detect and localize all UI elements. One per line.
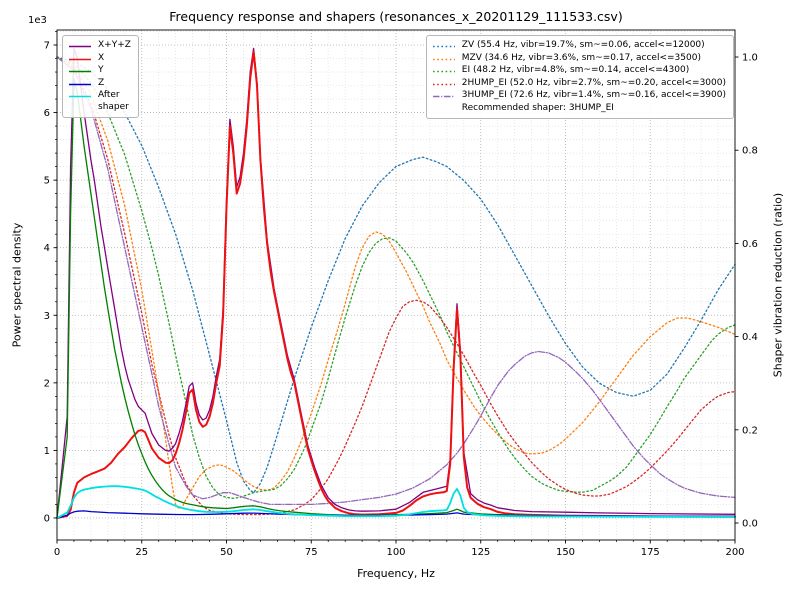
y-left-tick-label: 7 — [44, 41, 50, 52]
legend-label-ei: EI (48.2 Hz, vibr=4.8%, sm~=0.14, accel<… — [461, 65, 690, 76]
y-right-tick-label: 0.6 — [742, 239, 758, 250]
legend-psd: X+Y+Z X Y Z After shaper — [62, 35, 139, 119]
legend-label-recommended: Recommended shaper: 3HUMP_EI — [461, 102, 614, 113]
legend-entry-y: Y — [68, 65, 131, 77]
legend-line-sample-after-shaper — [69, 95, 91, 98]
legend-line-sample-3hump-ei — [432, 95, 455, 98]
legend-entry-3hump-ei: 3HUMP_EI (72.6 Hz, vibr=1.4%, sm~=0.16, … — [432, 90, 726, 102]
psd-line-after-shaper — [56, 485, 736, 519]
y-right-tick-label: 0.0 — [742, 518, 758, 529]
x-tick-label: 200 — [725, 547, 744, 558]
y-left-tick-label: 0 — [44, 513, 50, 524]
y-left-tick-label: 6 — [44, 108, 50, 119]
y-left-tick-label: 1 — [44, 446, 50, 457]
y-right-tick-label: 0.4 — [742, 332, 758, 343]
legend-line-sample-x — [69, 58, 91, 60]
y-right-tick-label: 1.0 — [742, 53, 758, 64]
legend-label-2hump-ei: 2HUMP_EI (52.0 Hz, vibr=2.7%, sm~=0.20, … — [461, 77, 726, 88]
x-tick-label: 75 — [305, 547, 318, 558]
shaper-line-ei — [56, 56, 736, 499]
shaper-line-3hump-ei — [56, 56, 736, 506]
legend-entry-z: Z — [68, 78, 131, 90]
x-axis-label: Frequency, Hz — [357, 567, 435, 580]
y-right-tick-label: 0.8 — [742, 146, 758, 157]
x-tick-label: 100 — [386, 547, 405, 558]
legend-label-xyz: X+Y+Z — [98, 40, 131, 50]
legend-entry-2hump-ei: 2HUMP_EI (52.0 Hz, vibr=2.7%, sm~=0.20, … — [432, 78, 726, 90]
legend-entry-x: X — [68, 53, 131, 65]
legend-line-sample-xyz — [69, 45, 91, 48]
y-left-tick-label: 2 — [44, 378, 50, 389]
legend-shapers: ZV (55.4 Hz, vibr=19.7%, sm~=0.06, accel… — [425, 35, 734, 120]
legend-entry-mzv: MZV (34.6 Hz, vibr=3.6%, sm~=0.17, accel… — [432, 53, 726, 65]
legend-line-sample-zv — [432, 45, 455, 48]
legend-label-after-shaper: After shaper — [98, 90, 129, 112]
legend-label-x: X — [98, 52, 105, 63]
x-tick-label: 175 — [641, 547, 660, 558]
y-right-tick-label: 0.2 — [742, 425, 758, 436]
psd-line-y — [56, 78, 736, 519]
legend-label-zv: ZV (55.4 Hz, vibr=19.7%, sm~=0.06, accel… — [461, 40, 705, 50]
legend-label-3hump-ei: 3HUMP_EI (72.6 Hz, vibr=1.4%, sm~=0.16, … — [461, 90, 726, 101]
legend-entry-xyz: X+Y+Z — [68, 40, 131, 52]
y-left-tick-label: 5 — [44, 176, 50, 187]
legend-line-sample-2hump-ei — [432, 83, 455, 85]
legend-entry-recommended: Recommended shaper: 3HUMP_EI — [432, 103, 726, 115]
x-tick-label: 50 — [220, 547, 233, 558]
x-tick-label: 125 — [471, 547, 490, 558]
legend-entry-zv: ZV (55.4 Hz, vibr=19.7%, sm~=0.06, accel… — [432, 40, 726, 52]
y-axis-offset-text: 1e3 — [28, 15, 47, 26]
shaper-line-mzv — [56, 56, 736, 510]
shaper-line-zv — [56, 56, 736, 494]
psd-line-x — [56, 50, 736, 519]
y-left-tick-label: 4 — [44, 243, 50, 254]
y-left-tick-label: 3 — [44, 311, 50, 322]
legend-entry-ei: EI (48.2 Hz, vibr=4.8%, sm~=0.14, accel<… — [432, 65, 726, 77]
legend-label-mzv: MZV (34.6 Hz, vibr=3.6%, sm~=0.17, accel… — [461, 52, 701, 63]
legend-line-sample-mzv — [432, 58, 455, 60]
legend-entry-after-shaper: After shaper — [68, 90, 131, 113]
x-tick-label: 150 — [556, 547, 575, 558]
legend-line-sample-ei — [432, 70, 455, 73]
chart-title: Frequency response and shapers (resonanc… — [169, 9, 623, 24]
legend-line-sample-z — [69, 83, 91, 85]
legend-line-sample-recommended — [432, 105, 456, 114]
x-tick-label: 25 — [135, 547, 148, 558]
x-tick-label: 0 — [54, 547, 60, 558]
legend-label-y: Y — [98, 65, 104, 76]
legend-label-z: Z — [98, 77, 105, 88]
legend-line-sample-y — [69, 70, 91, 73]
